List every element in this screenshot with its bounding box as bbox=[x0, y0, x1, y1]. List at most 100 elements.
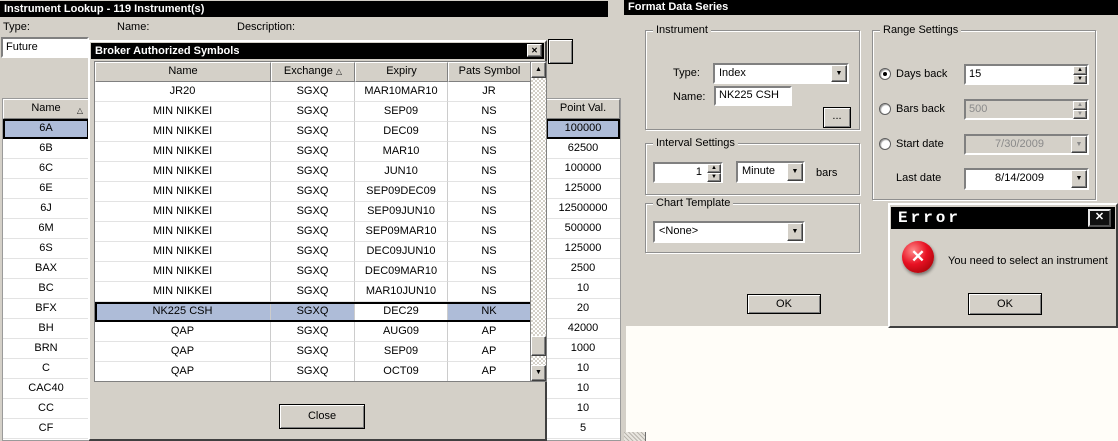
table-row[interactable]: NK225 CSH SGXQ DEC29 NK bbox=[95, 302, 546, 322]
table-cell: MAR10JUN10 bbox=[355, 282, 448, 302]
instrument-row[interactable]: 6A bbox=[3, 119, 89, 139]
table-cell: JUN10 bbox=[355, 162, 448, 182]
vertical-scrollbar[interactable]: ▲ ▼ bbox=[530, 62, 546, 381]
spin-down-icon[interactable]: ▼ bbox=[707, 173, 721, 182]
table-row[interactable]: QAP SGXQ SEP09 AP bbox=[95, 342, 546, 362]
point-val-row[interactable]: 10 bbox=[546, 379, 620, 399]
chevron-down-icon[interactable]: ▼ bbox=[787, 223, 803, 241]
type-input[interactable]: Future bbox=[1, 37, 89, 58]
sort-ascending-icon: △ bbox=[335, 67, 343, 76]
point-val-row[interactable]: 12500000 bbox=[546, 199, 620, 219]
table-cell: SGXQ bbox=[271, 242, 355, 262]
spin-up-icon[interactable]: ▲ bbox=[1073, 66, 1087, 75]
start-date-radio[interactable] bbox=[879, 138, 891, 150]
instrument-row[interactable]: 6J bbox=[3, 199, 89, 219]
scrollbar-thumb[interactable] bbox=[531, 336, 546, 356]
spin-down-icon[interactable]: ▼ bbox=[1073, 75, 1087, 84]
table-row[interactable]: MIN NIKKEI SGXQ DEC09 NS bbox=[95, 122, 546, 142]
instrument-group-legend: Instrument bbox=[653, 23, 711, 37]
instrument-row[interactable]: 6B bbox=[3, 139, 89, 159]
instrument-row[interactable]: BH bbox=[3, 319, 89, 339]
partial-button[interactable] bbox=[548, 39, 573, 64]
instrument-lookup-window: Instrument Lookup - 119 Instrument(s) Ty… bbox=[0, 1, 621, 441]
table-cell: DEC29 bbox=[355, 302, 448, 322]
spin-up-icon[interactable]: ▲ bbox=[707, 164, 721, 173]
chevron-down-icon[interactable]: ▼ bbox=[1071, 170, 1087, 188]
browse-button[interactable]: ... bbox=[823, 107, 851, 128]
point-val-row[interactable]: 10 bbox=[546, 359, 620, 379]
table-cell: NK bbox=[448, 302, 530, 322]
instrument-type-select[interactable]: Index ▼ bbox=[713, 63, 849, 84]
point-val-column-header[interactable]: Point Val. bbox=[546, 99, 620, 119]
instrument-row[interactable]: BC bbox=[3, 279, 89, 299]
point-val-row[interactable]: 5 bbox=[546, 419, 620, 439]
broker-dialog-titlebar: Broker Authorized Symbols bbox=[91, 43, 544, 59]
column-header-pats-symbol[interactable]: Pats Symbol bbox=[448, 62, 530, 82]
instrument-row[interactable]: 6M bbox=[3, 219, 89, 239]
table-cell: NS bbox=[448, 142, 530, 162]
table-row[interactable]: QAP SGXQ AUG09 AP bbox=[95, 322, 546, 342]
instrument-row[interactable]: BAX bbox=[3, 259, 89, 279]
table-row[interactable]: MIN NIKKEI SGXQ SEP09DEC09 NS bbox=[95, 182, 546, 202]
point-val-row[interactable]: 10 bbox=[546, 399, 620, 419]
point-val-row[interactable]: 62500 bbox=[546, 139, 620, 159]
table-row[interactable]: MIN NIKKEI SGXQ JUN10 NS bbox=[95, 162, 546, 182]
table-row[interactable]: MIN NIKKEI SGXQ DEC09MAR10 NS bbox=[95, 262, 546, 282]
instrument-row[interactable]: 6E bbox=[3, 179, 89, 199]
column-header-expiry[interactable]: Expiry bbox=[355, 62, 448, 82]
table-row[interactable]: MIN NIKKEI SGXQ MAR10JUN10 NS bbox=[95, 282, 546, 302]
instrument-row[interactable]: 6C bbox=[3, 159, 89, 179]
instrument-row[interactable]: CC bbox=[3, 399, 89, 419]
point-val-row[interactable]: 20 bbox=[546, 299, 620, 319]
days-back-stepper[interactable]: 15 ▲ ▼ bbox=[964, 64, 1089, 85]
scrollbar-up-button[interactable]: ▲ bbox=[531, 62, 546, 78]
bars-back-radio[interactable] bbox=[879, 103, 891, 115]
table-row[interactable]: MIN NIKKEI SGXQ MAR10 NS bbox=[95, 142, 546, 162]
instrument-row[interactable]: C bbox=[3, 359, 89, 379]
chevron-down-icon[interactable]: ▼ bbox=[831, 65, 847, 82]
up-glyph: ▲ bbox=[711, 165, 717, 171]
table-row[interactable]: MIN NIKKEI SGXQ SEP09JUN10 NS bbox=[95, 202, 546, 222]
last-date-select[interactable]: 8/14/2009 ▼ bbox=[964, 168, 1089, 190]
close-button[interactable]: Close bbox=[279, 404, 365, 429]
format-ok-button[interactable]: OK bbox=[747, 294, 821, 314]
close-x-glyph: ✕ bbox=[531, 46, 538, 55]
point-val-row[interactable]: 100000 bbox=[546, 119, 620, 139]
table-cell: MIN NIKKEI bbox=[95, 162, 271, 182]
interval-unit-select[interactable]: Minute ▼ bbox=[736, 161, 805, 183]
scrollbar-down-button[interactable]: ▼ bbox=[531, 365, 546, 381]
point-val-row[interactable]: 100000 bbox=[546, 159, 620, 179]
point-val-row[interactable]: 1000 bbox=[546, 339, 620, 359]
table-row[interactable]: QAP SGXQ OCT09 AP bbox=[95, 362, 546, 381]
days-back-radio[interactable] bbox=[879, 68, 891, 80]
point-val-row[interactable]: 500000 bbox=[546, 219, 620, 239]
close-icon[interactable]: ✕ bbox=[1088, 209, 1111, 227]
instrument-row[interactable]: CF bbox=[3, 419, 89, 439]
point-val-row[interactable]: 42000 bbox=[546, 319, 620, 339]
point-val-row[interactable]: 10 bbox=[546, 279, 620, 299]
name-column-header[interactable]: Name △ bbox=[3, 99, 89, 119]
instrument-row[interactable]: BRN bbox=[3, 339, 89, 359]
point-val-row[interactable]: 125000 bbox=[546, 239, 620, 259]
instrument-row[interactable]: CAC40 bbox=[3, 379, 89, 399]
table-cell: DEC09JUN10 bbox=[355, 242, 448, 262]
point-val-row[interactable]: 2500 bbox=[546, 259, 620, 279]
error-ok-button[interactable]: OK bbox=[968, 293, 1042, 315]
instrument-row[interactable]: BFX bbox=[3, 299, 89, 319]
instrument-name-input[interactable]: NK225 CSH bbox=[714, 86, 792, 106]
point-val-rows: 100000 62500 100000 125000 12500000 500000 125… bbox=[546, 119, 620, 439]
close-icon[interactable]: ✕ bbox=[527, 44, 542, 57]
chevron-down-icon[interactable]: ▼ bbox=[787, 163, 803, 181]
column-header-name[interactable]: Name bbox=[95, 62, 271, 82]
table-row[interactable]: MIN NIKKEI SGXQ DEC09JUN10 NS bbox=[95, 242, 546, 262]
table-row[interactable]: MIN NIKKEI SGXQ SEP09 NS bbox=[95, 102, 546, 122]
column-header-exchange[interactable]: Exchange △ bbox=[271, 62, 355, 82]
instrument-lookup-titlebar: Instrument Lookup - 119 Instrument(s) bbox=[0, 1, 608, 17]
bars-back-value: 500 bbox=[969, 103, 988, 115]
point-val-row[interactable]: 125000 bbox=[546, 179, 620, 199]
chart-template-select[interactable]: <None> ▼ bbox=[653, 221, 805, 243]
table-row[interactable]: JR20 SGXQ MAR10MAR10 JR bbox=[95, 82, 546, 102]
table-row[interactable]: MIN NIKKEI SGXQ SEP09MAR10 NS bbox=[95, 222, 546, 242]
interval-stepper[interactable]: 1 ▲ ▼ bbox=[653, 162, 723, 183]
instrument-row[interactable]: 6S bbox=[3, 239, 89, 259]
